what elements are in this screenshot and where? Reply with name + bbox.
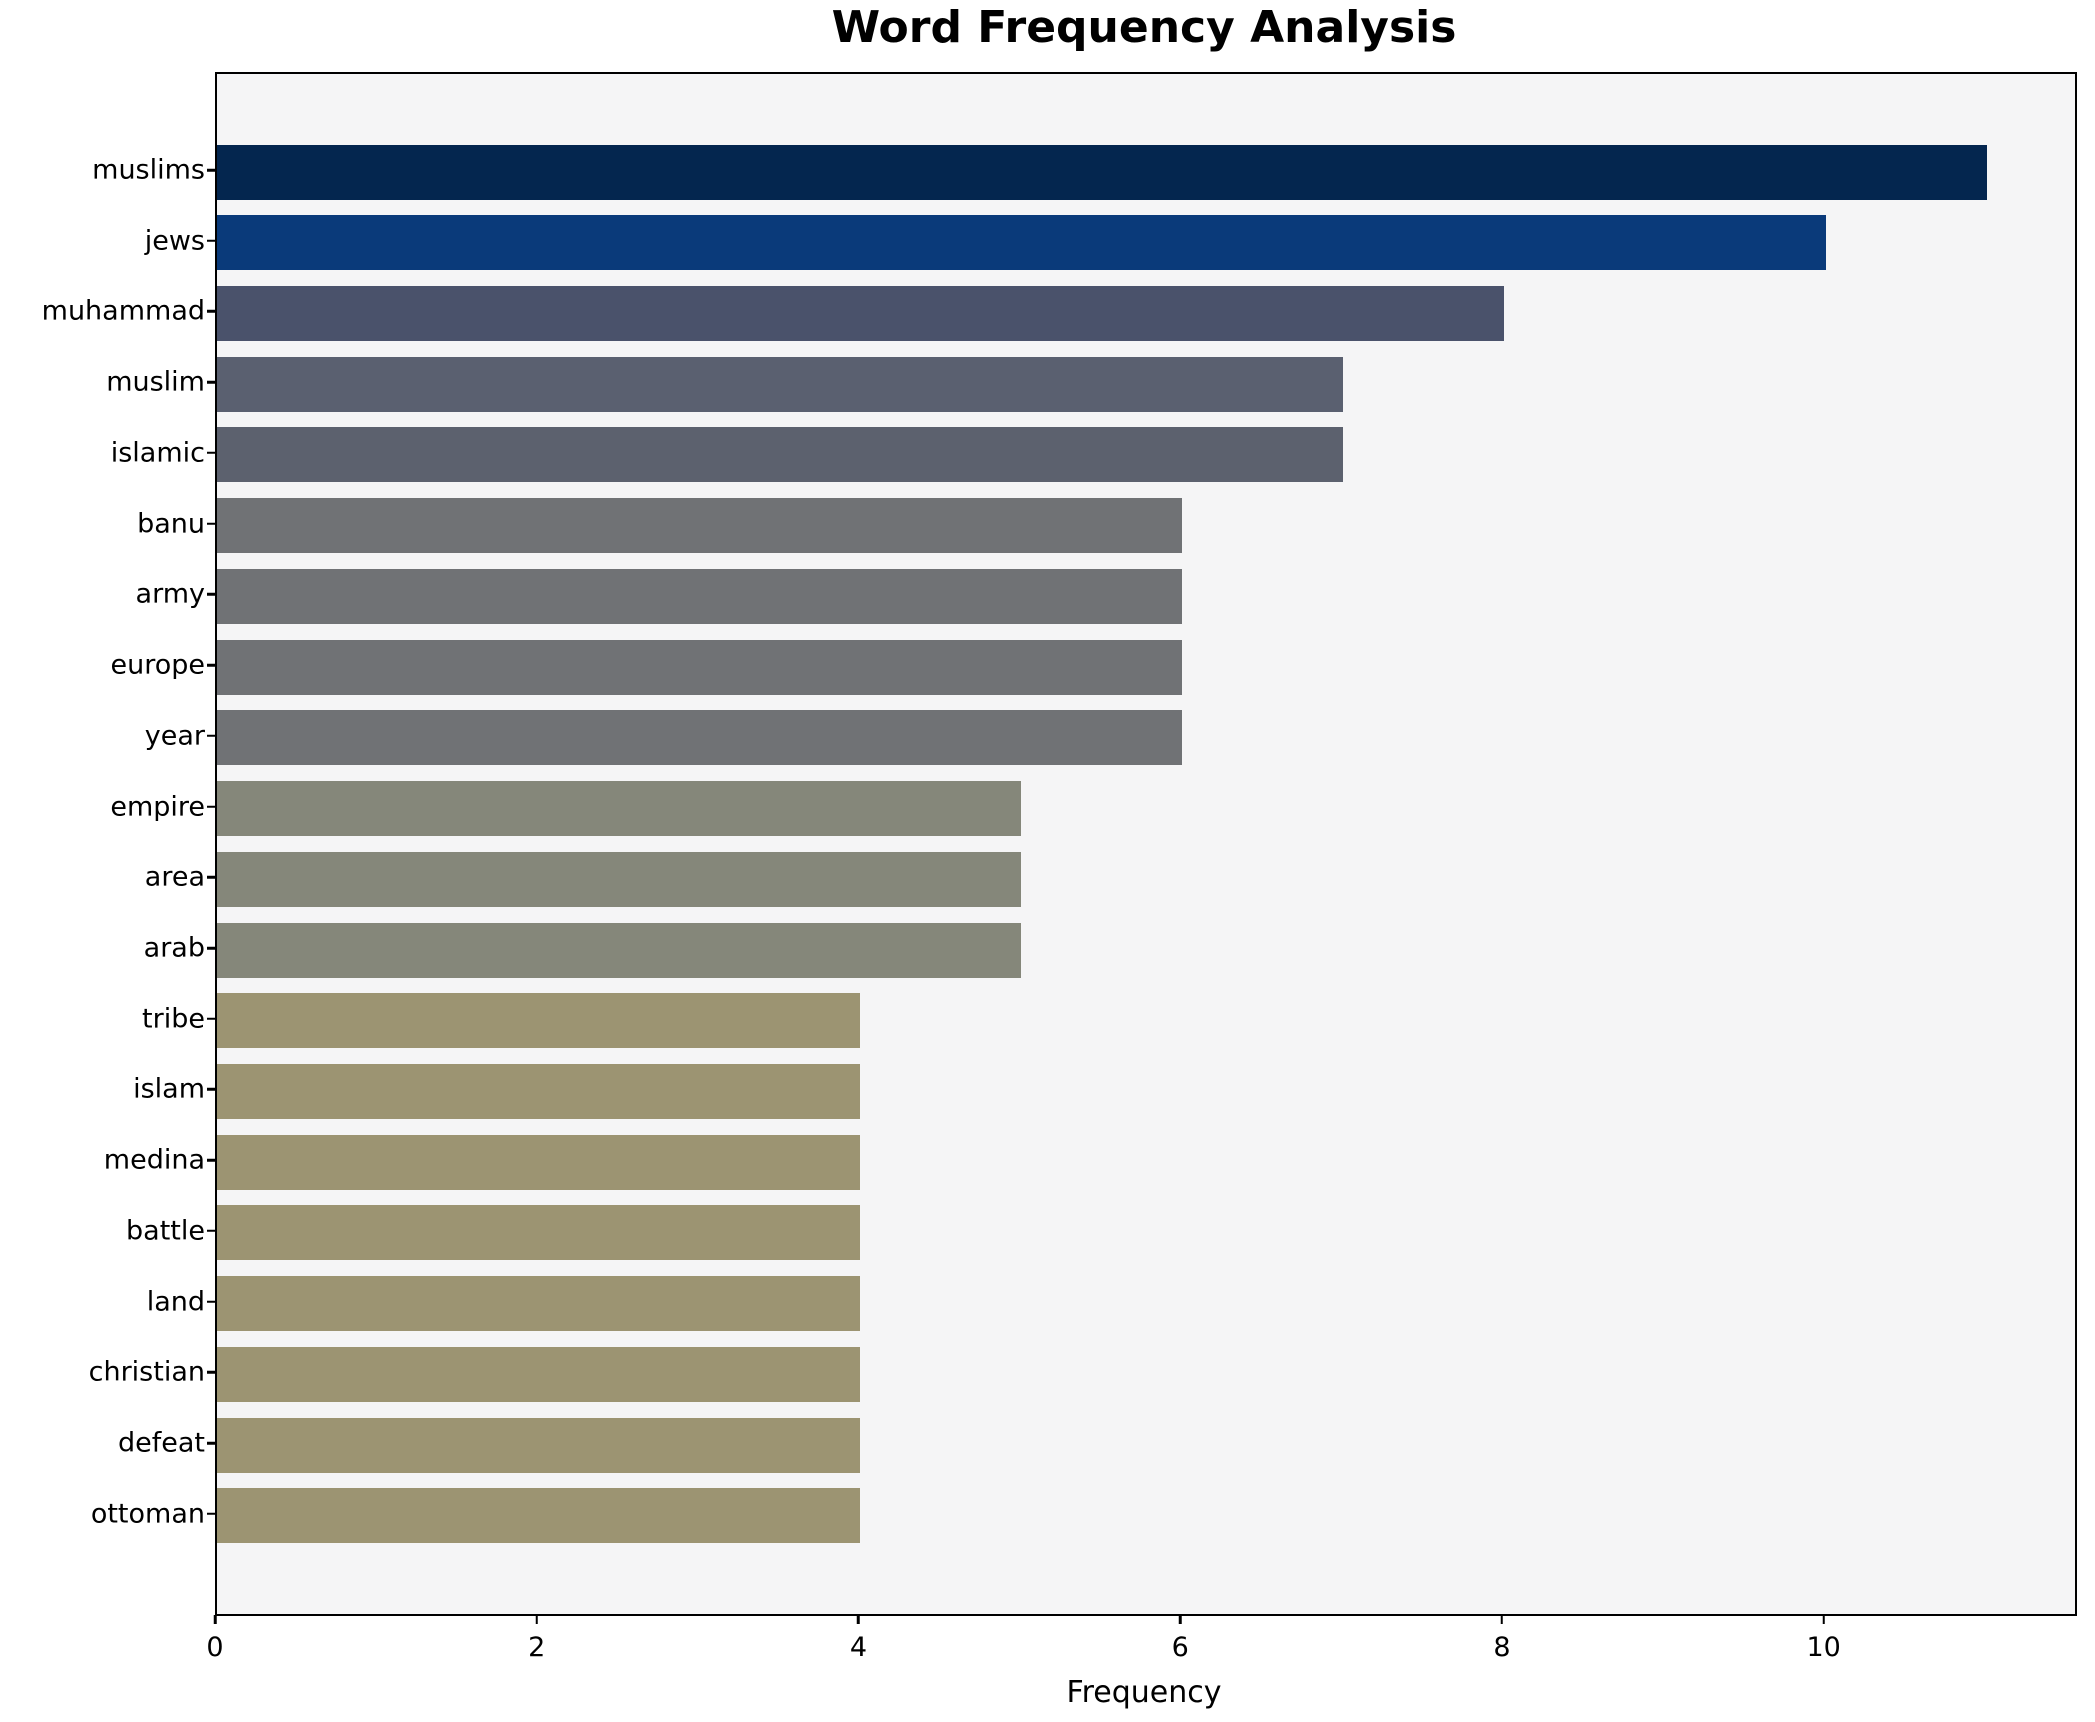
bar-muhammad — [217, 285, 1504, 341]
bar-army — [217, 568, 1183, 624]
bar-jews — [217, 215, 1826, 271]
y-tick-label-muslim: muslim — [106, 366, 205, 398]
y-tick-label-battle: battle — [126, 1215, 205, 1247]
y-tick-mark — [207, 876, 215, 879]
bar-year — [217, 710, 1183, 766]
bar-christian — [217, 1346, 861, 1402]
y-tick-mark — [207, 1017, 215, 1020]
bar-tribe — [217, 993, 861, 1049]
y-tick-label-land: land — [146, 1286, 205, 1318]
y-tick-mark — [207, 805, 215, 808]
y-tick-mark — [207, 239, 215, 242]
x-tick-mark — [1178, 1614, 1182, 1624]
bar-banu — [217, 498, 1183, 554]
y-tick-label-tribe: tribe — [142, 1003, 205, 1035]
x-tick-label-6: 6 — [1171, 1632, 1189, 1663]
y-tick-label-jews: jews — [144, 225, 205, 257]
bar-area — [217, 851, 1022, 907]
y-tick-mark — [207, 663, 215, 667]
bar-europe — [217, 639, 1183, 695]
y-tick-label-islam: islam — [133, 1073, 205, 1105]
y-tick-mark — [207, 1158, 215, 1162]
x-tick-label-10: 10 — [1806, 1632, 1841, 1663]
x-tick-mark — [213, 1614, 217, 1624]
plot-area — [215, 72, 2077, 1616]
x-tick-label-2: 2 — [528, 1632, 546, 1663]
bar-muslim — [217, 356, 1344, 412]
y-tick-mark — [207, 1441, 215, 1445]
x-axis-label: Frequency — [1066, 1675, 1222, 1710]
y-tick-label-muslims: muslims — [92, 154, 205, 186]
x-tick-mark — [535, 1614, 538, 1624]
x-tick-label-4: 4 — [849, 1632, 868, 1663]
bar-battle — [217, 1205, 861, 1261]
y-tick-mark — [207, 734, 215, 738]
y-tick-mark — [207, 1088, 215, 1091]
y-tick-label-banu: banu — [137, 508, 205, 540]
y-tick-label-empire: empire — [110, 791, 205, 823]
bar-islamic — [217, 427, 1344, 483]
y-tick-mark — [207, 1300, 215, 1303]
x-tick-mark — [1822, 1614, 1825, 1624]
bar-medina — [217, 1134, 861, 1190]
x-tick-label-0: 0 — [206, 1632, 224, 1663]
y-tick-label-arab: arab — [143, 932, 205, 964]
y-tick-label-islamic: islamic — [110, 437, 205, 469]
bar-muslims — [217, 144, 1987, 200]
y-tick-label-area: area — [144, 861, 205, 893]
y-tick-label-year: year — [144, 720, 205, 752]
bar-ottoman — [217, 1488, 861, 1544]
x-tick-label-8: 8 — [1493, 1632, 1511, 1663]
bar-empire — [217, 781, 1022, 837]
y-tick-label-army: army — [135, 578, 205, 610]
y-tick-mark — [207, 522, 215, 525]
y-tick-mark — [207, 168, 215, 172]
y-tick-label-muhammad: muhammad — [41, 295, 205, 327]
y-tick-mark — [207, 451, 215, 455]
y-tick-label-medina: medina — [103, 1144, 205, 1176]
y-tick-mark — [207, 1512, 215, 1516]
bar-defeat — [217, 1417, 861, 1473]
x-tick-mark — [857, 1614, 860, 1624]
y-tick-mark — [207, 946, 215, 950]
bar-arab — [217, 922, 1022, 978]
bar-land — [217, 1276, 861, 1332]
y-tick-mark — [207, 380, 215, 384]
y-tick-label-christian: christian — [88, 1356, 205, 1388]
y-tick-mark — [207, 310, 215, 313]
bar-islam — [217, 1063, 861, 1119]
y-tick-mark — [207, 1371, 215, 1374]
y-tick-label-ottoman: ottoman — [90, 1498, 205, 1530]
chart-title: Word Frequency Analysis — [831, 2, 1457, 53]
y-tick-label-europe: europe — [110, 649, 206, 681]
y-tick-label-defeat: defeat — [118, 1427, 205, 1459]
y-tick-mark — [207, 593, 215, 596]
y-tick-mark — [207, 1229, 215, 1233]
x-tick-mark — [1500, 1614, 1504, 1624]
